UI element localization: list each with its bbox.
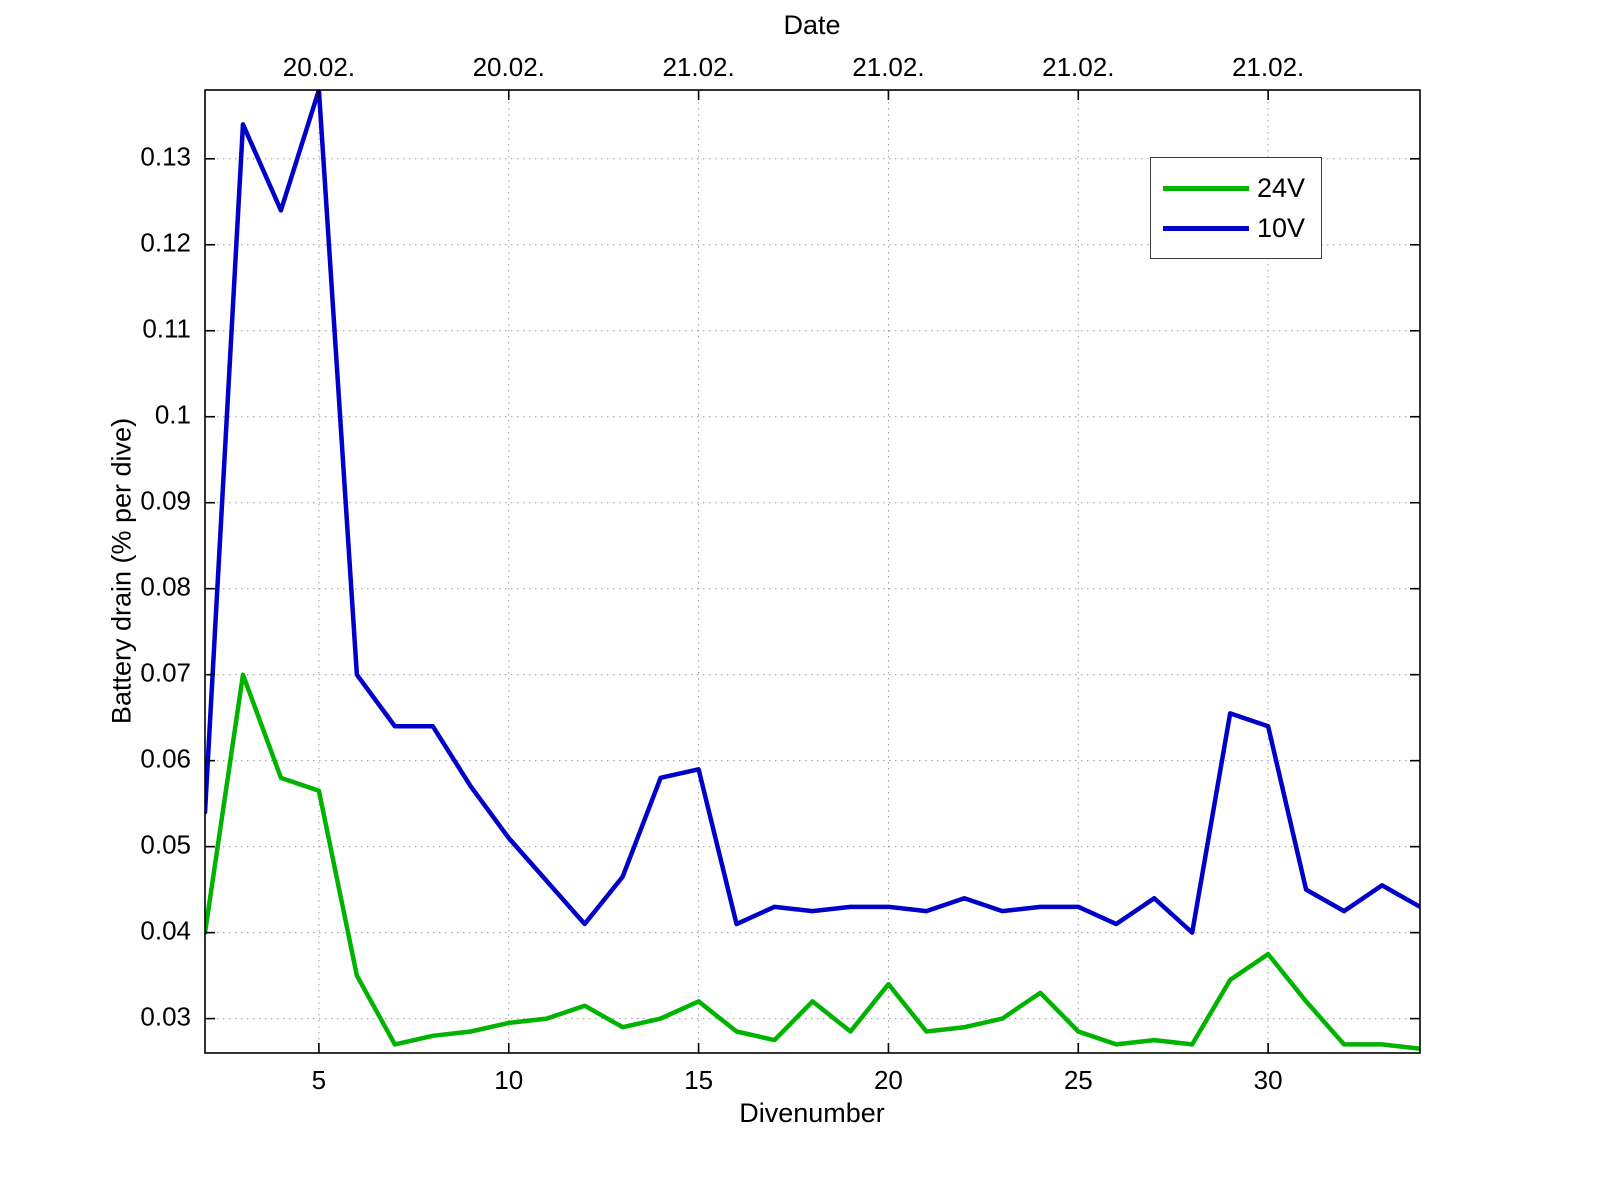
top-date-tick-label: 20.02. bbox=[283, 52, 355, 82]
x-tick-label: 20 bbox=[874, 1065, 903, 1095]
series-line-10v bbox=[205, 90, 1420, 935]
legend-line-24v-icon bbox=[1163, 185, 1249, 191]
y-tick-label: 0.09 bbox=[140, 486, 191, 516]
top-date-tick-label: 21.02. bbox=[852, 52, 924, 82]
plot-border bbox=[204, 89, 1421, 1054]
legend-entry-24v: 24V bbox=[1163, 168, 1309, 208]
y-tick-label: 0.05 bbox=[140, 830, 191, 860]
y-axis-title: Battery drain (% per dive) bbox=[106, 417, 137, 725]
y-tick-label: 0.07 bbox=[140, 658, 191, 688]
top-axis-title: Date bbox=[783, 10, 841, 40]
y-tick-label: 0.03 bbox=[140, 1001, 191, 1031]
top-date-tick-label: 21.02. bbox=[1232, 52, 1304, 82]
top-date-tick-label: 21.02. bbox=[1042, 52, 1114, 82]
x-tick-label: 25 bbox=[1064, 1065, 1093, 1095]
legend-label-24v: 24V bbox=[1257, 172, 1306, 203]
x-tick-label: 10 bbox=[494, 1065, 523, 1095]
x-tick-label: 15 bbox=[684, 1065, 713, 1095]
y-tick-label: 0.08 bbox=[140, 572, 191, 602]
tick-labels: 5 10 15 20 25 30 0.03 0.04 0.05 0.06 0.07 0.08 0.09 0… bbox=[140, 52, 1304, 1095]
y-tick-label: 0.04 bbox=[140, 916, 191, 946]
legend-line-10v-icon bbox=[1163, 225, 1249, 231]
x-tick-label: 5 bbox=[312, 1065, 326, 1095]
top-date-tick-label: 20.02. bbox=[473, 52, 545, 82]
tick-marks bbox=[205, 90, 1420, 1053]
x-axis-title: Divenumber bbox=[739, 1098, 885, 1128]
legend: 24V 10V bbox=[1150, 157, 1322, 259]
top-date-tick-label: 21.02. bbox=[662, 52, 734, 82]
series-line-24v bbox=[205, 672, 1420, 1051]
grid-lines bbox=[205, 90, 1420, 1053]
x-tick-label: 30 bbox=[1254, 1065, 1283, 1095]
y-tick-label: 0.13 bbox=[140, 142, 191, 172]
y-tick-label: 0.1 bbox=[155, 400, 191, 430]
legend-entry-10v: 10V bbox=[1163, 208, 1309, 248]
y-tick-label: 0.12 bbox=[140, 228, 191, 258]
y-tick-label: 0.11 bbox=[142, 314, 191, 344]
legend-label-10v: 10V bbox=[1257, 212, 1306, 243]
y-tick-label: 0.06 bbox=[140, 744, 191, 774]
